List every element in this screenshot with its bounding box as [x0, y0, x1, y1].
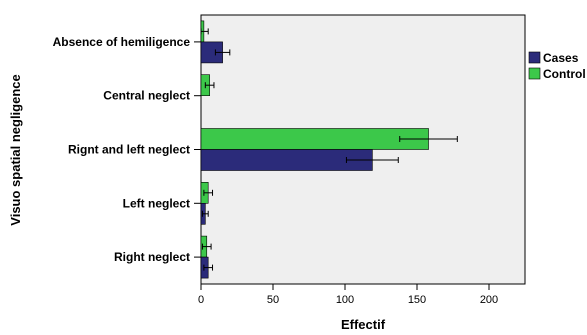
legend-swatch-control: [528, 67, 541, 80]
category-label: Absence of hemiligence: [53, 35, 191, 49]
legend-swatch-cases: [528, 51, 541, 64]
category-labels: Absence of hemiligence Central neglect Rig…: [53, 35, 201, 264]
x-tick-label: 0: [198, 294, 204, 306]
category-label: Rignt and left neglect: [68, 143, 190, 157]
bars-layer: [200, 20, 458, 279]
y-axis-title: Visuo spatial negligence: [8, 74, 23, 225]
x-axis-title: Effectif: [341, 317, 386, 332]
x-axis-ticks: 0 50 100 150 200: [198, 284, 498, 306]
x-tick-label: 150: [408, 294, 426, 306]
x-tick-label: 50: [267, 294, 279, 306]
category-label: Central neglect: [103, 89, 190, 103]
bar-control: [200, 128, 429, 150]
legend: Cases Control: [528, 51, 586, 81]
x-tick-label: 200: [480, 294, 498, 306]
x-tick-label: 100: [336, 294, 354, 306]
category-label: Left neglect: [123, 196, 190, 210]
category-label: Right neglect: [114, 250, 190, 264]
legend-label-cases: Cases: [543, 51, 579, 65]
legend-label-control: Control: [543, 67, 586, 81]
